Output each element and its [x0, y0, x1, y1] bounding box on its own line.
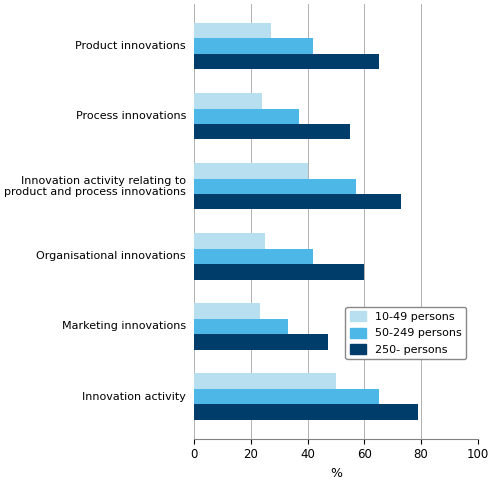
Bar [194, 233, 265, 249]
Bar [194, 124, 350, 139]
Bar [194, 303, 259, 319]
Bar [194, 23, 271, 39]
Bar [194, 163, 308, 179]
Bar [194, 319, 288, 334]
Bar [194, 404, 418, 420]
Bar [194, 54, 379, 69]
Bar [194, 334, 327, 349]
Bar [194, 194, 401, 210]
Bar [194, 93, 262, 108]
Bar [194, 373, 336, 389]
Bar [194, 389, 379, 404]
Bar [194, 108, 299, 124]
Bar [194, 264, 364, 280]
Legend: 10-49 persons, 50-249 persons, 250- persons: 10-49 persons, 50-249 persons, 250- pers… [345, 307, 466, 359]
Bar [194, 249, 314, 264]
Bar [194, 179, 356, 194]
Bar [194, 39, 314, 54]
X-axis label: %: % [330, 467, 342, 480]
